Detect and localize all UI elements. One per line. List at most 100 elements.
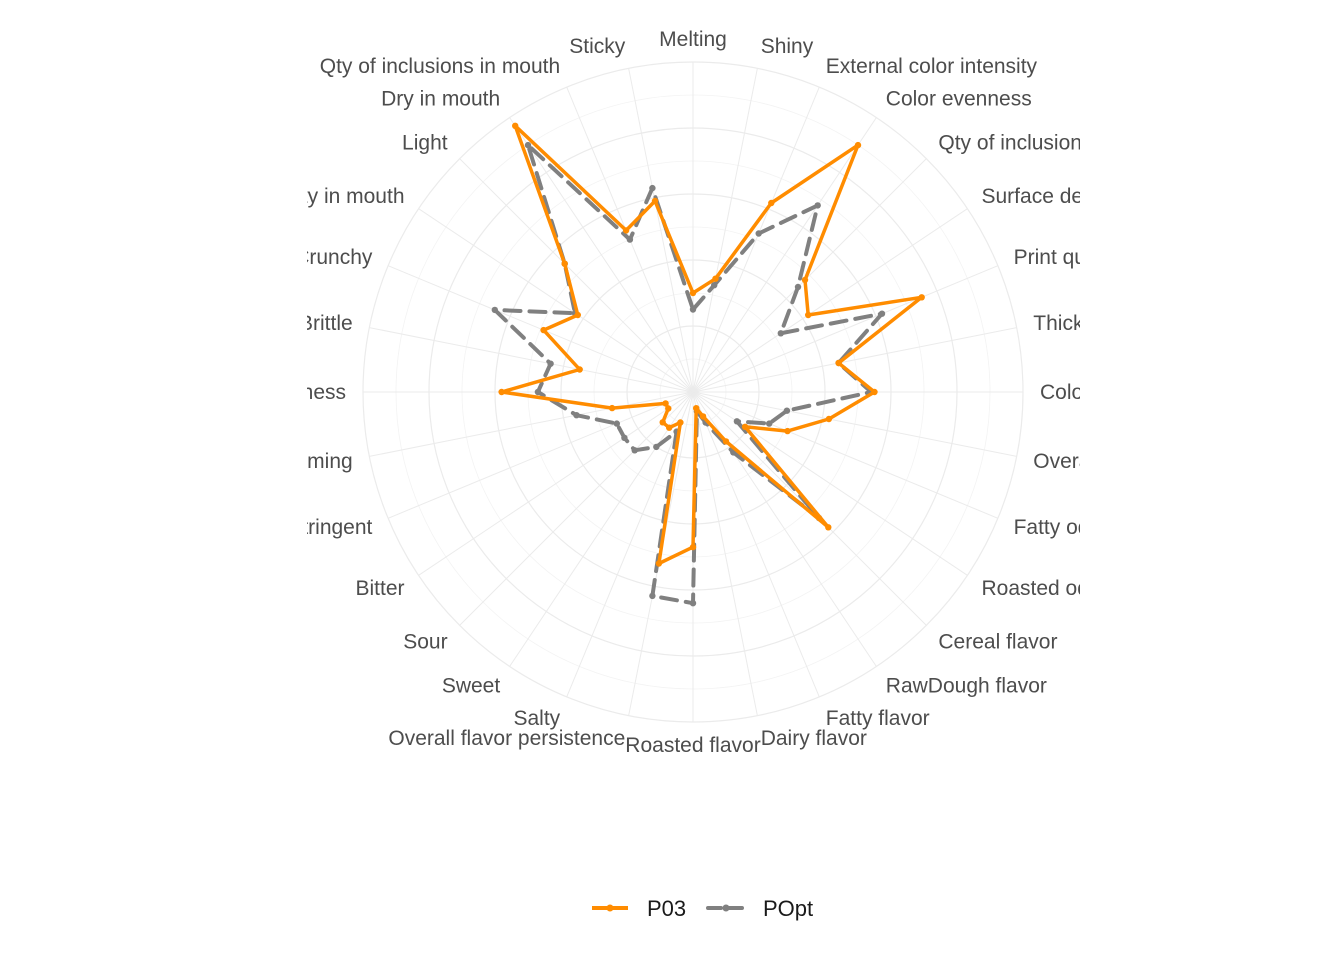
grid-spoke <box>692 158 927 393</box>
grid-spoke <box>692 68 758 393</box>
data-point <box>631 447 638 454</box>
data-point <box>540 326 547 334</box>
axis-label: Color evenness <box>886 88 1032 111</box>
axis-label: RawDough flavor <box>886 675 1047 698</box>
axis-label: Fatty odor <box>1014 516 1109 539</box>
data-point <box>801 276 809 284</box>
data-point <box>655 560 663 567</box>
axis-label: Brittle <box>299 312 353 335</box>
data-point <box>649 592 656 600</box>
data-point <box>835 359 842 367</box>
axis-label: Sour <box>403 631 447 654</box>
grid-spoke <box>369 391 694 457</box>
data-point <box>689 543 697 551</box>
grid-spoke <box>459 158 694 393</box>
data-point <box>573 412 580 419</box>
axis-label: Melting <box>659 28 727 51</box>
data-point <box>512 122 519 129</box>
plot-area: Melting Shiny External color intensity Colo… <box>205 28 1128 757</box>
grid-spoke <box>566 391 694 698</box>
data-point <box>622 227 630 234</box>
data-point <box>755 230 762 237</box>
data-point <box>693 405 700 412</box>
data-point <box>783 407 791 414</box>
data-point <box>689 306 697 313</box>
data-point <box>768 199 775 207</box>
data-point <box>711 282 718 289</box>
data-point <box>825 415 833 423</box>
grid-spoke <box>387 265 694 393</box>
axis-label: Salty <box>514 707 561 730</box>
legend-label: P03 <box>647 896 686 921</box>
series-popt <box>491 141 886 607</box>
data-point <box>547 360 554 367</box>
legend-label: POpt <box>763 896 813 921</box>
grid-spoke <box>509 391 694 667</box>
data-point <box>794 283 802 291</box>
data-point <box>871 388 878 396</box>
axis-label: Roasted flavor <box>625 734 760 757</box>
series-line <box>499 124 924 566</box>
grid-spoke <box>692 265 999 393</box>
data-point <box>805 311 812 319</box>
data-point <box>621 434 628 441</box>
data-point <box>524 141 532 149</box>
axis-label: Initial hardness <box>205 381 346 404</box>
grid-spoke <box>692 327 1017 393</box>
data-point <box>662 400 669 407</box>
grid-spoke <box>692 117 877 393</box>
data-point <box>534 388 542 396</box>
data-point <box>766 420 773 427</box>
data-point <box>665 405 672 412</box>
axis-label: Bitter <box>355 577 404 600</box>
data-point <box>814 202 821 209</box>
axis-label: Light <box>402 131 448 154</box>
axis-label: Cereal flavor <box>938 631 1057 654</box>
grid-spoke <box>459 391 694 626</box>
axis-label: Sweet <box>442 675 501 698</box>
grid-spoke <box>692 208 968 393</box>
axis-label: Sticky <box>569 35 626 58</box>
legend-marker <box>606 904 614 912</box>
axis-label: Dry in mouth <box>381 88 500 111</box>
axis-label: Astringent <box>278 516 373 539</box>
grid-spoke <box>418 208 694 393</box>
data-point <box>733 418 741 425</box>
grid-spoke <box>387 391 694 519</box>
data-point <box>649 184 656 192</box>
axis-label: Crunchy <box>294 246 373 269</box>
data-point <box>689 600 697 607</box>
grid-spoke <box>692 391 999 519</box>
data-point <box>854 141 862 149</box>
legend: P03 POpt <box>592 896 813 921</box>
data-point <box>712 275 719 282</box>
grid-spoke <box>418 391 694 576</box>
axis-label: External color intensity <box>826 55 1038 78</box>
data-point <box>677 419 684 426</box>
data-point <box>653 443 660 451</box>
grid <box>362 61 1024 723</box>
data-point <box>741 423 749 430</box>
axis-label: Qty of inclusions in mouth <box>320 55 560 78</box>
grid-spoke <box>509 117 694 393</box>
data-point <box>777 330 784 337</box>
axis-label: Dairy flavor <box>761 727 867 750</box>
data-point <box>626 236 634 243</box>
data-point <box>561 260 568 267</box>
data-point <box>699 413 707 420</box>
data-point <box>498 388 505 396</box>
data-point <box>918 294 925 301</box>
data-point <box>878 310 886 317</box>
legend-marker <box>722 904 730 912</box>
grid-spoke <box>692 86 820 393</box>
axis-label: Warming <box>269 450 352 473</box>
grid-spoke <box>369 327 694 393</box>
series-p03 <box>498 122 925 567</box>
data-point <box>613 420 620 427</box>
axis-labels: Melting Shiny External color intensity Colo… <box>205 28 1128 757</box>
data-point <box>784 427 791 435</box>
data-point <box>722 438 730 445</box>
axis-label: Roasted odor <box>982 577 1108 600</box>
legend-item-popt: POpt <box>706 896 813 921</box>
axis-label: Thickness <box>1033 312 1128 335</box>
